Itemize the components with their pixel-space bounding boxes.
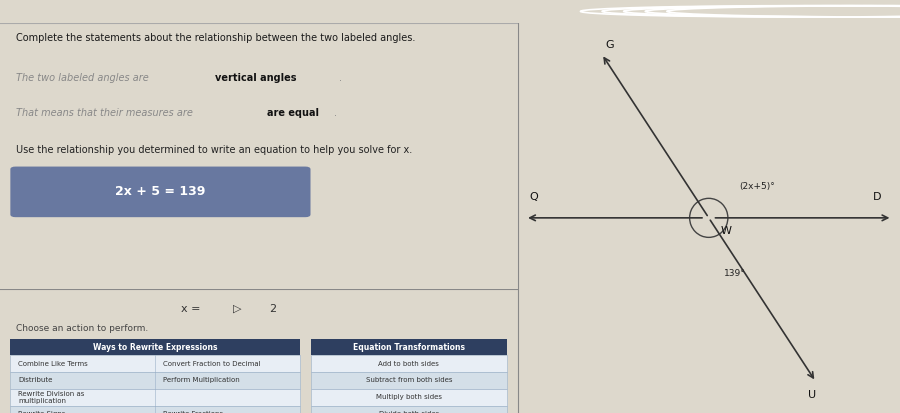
FancyBboxPatch shape [310,372,508,389]
Text: .: . [334,108,337,118]
FancyBboxPatch shape [310,406,508,413]
Text: .: . [339,74,342,83]
FancyBboxPatch shape [11,389,300,406]
Text: The two labeled angles are: The two labeled angles are [15,74,151,83]
Text: 2x + 5 = 139: 2x + 5 = 139 [115,185,205,198]
FancyBboxPatch shape [310,389,508,406]
Text: 2: 2 [269,304,276,314]
Text: Convert Fraction to Decimal: Convert Fraction to Decimal [163,361,261,367]
Text: Use the relationship you determined to write an equation to help you solve for x: Use the relationship you determined to w… [15,145,412,155]
Text: U: U [808,389,816,400]
Text: Complete the statements about the relationship between the two labeled angles.: Complete the statements about the relati… [15,33,415,43]
FancyBboxPatch shape [310,355,508,372]
Text: Subtract from both sides: Subtract from both sides [365,377,452,384]
Text: Add to both sides: Add to both sides [378,361,439,367]
Text: (2x+5)°: (2x+5)° [740,182,775,190]
FancyBboxPatch shape [11,355,300,372]
FancyBboxPatch shape [11,372,300,389]
Text: vertical angles: vertical angles [215,74,296,83]
Text: G: G [606,40,614,50]
FancyBboxPatch shape [11,406,300,413]
Text: Multiply both sides: Multiply both sides [376,394,442,400]
Text: Divide both sides: Divide both sides [379,411,439,413]
Text: Q: Q [529,192,537,202]
Text: Distribute: Distribute [18,377,52,384]
Text: Rewrite Division as
multiplication: Rewrite Division as multiplication [18,391,85,404]
Text: Choose an action to perform.: Choose an action to perform. [15,324,148,333]
Text: Ways to Rewrite Expressions: Ways to Rewrite Expressions [93,342,218,351]
FancyBboxPatch shape [11,339,300,355]
FancyBboxPatch shape [310,339,508,355]
Text: Combine Like Terms: Combine Like Terms [18,361,88,367]
Text: W: W [720,225,731,236]
Text: Rewrite Signs: Rewrite Signs [18,411,66,413]
Text: are equal: are equal [266,108,319,118]
Text: 139°: 139° [724,268,746,278]
Text: ▷: ▷ [233,304,241,314]
Text: x =: x = [181,304,201,314]
Text: Equation Transformations: Equation Transformations [353,342,464,351]
Text: Rewrite Fractions: Rewrite Fractions [163,411,223,413]
Text: Perform Multiplication: Perform Multiplication [163,377,239,384]
Text: D: D [872,192,881,202]
Text: That means that their measures are: That means that their measures are [15,108,195,118]
FancyBboxPatch shape [10,166,310,217]
